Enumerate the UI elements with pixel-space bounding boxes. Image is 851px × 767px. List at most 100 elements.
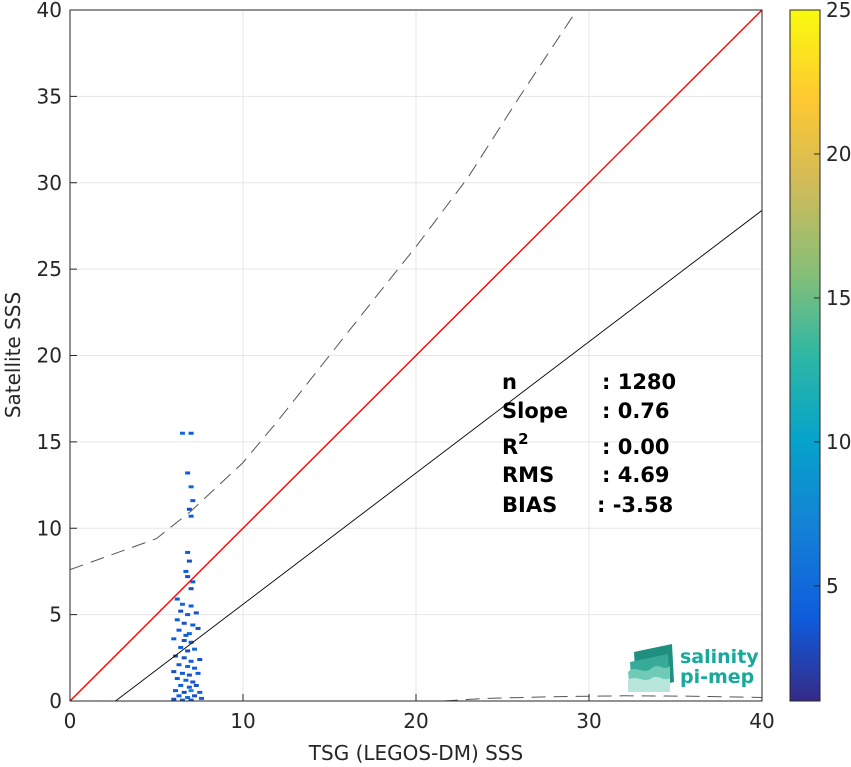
data-point	[176, 694, 182, 698]
colorbar: 5 10 15 20 25	[789, 0, 851, 702]
y-axis-label: Satellite SSS	[1, 292, 25, 418]
data-point	[171, 670, 177, 674]
data-point	[185, 550, 191, 554]
data-point	[186, 685, 192, 689]
stat-r2-value: : 0.00	[602, 435, 670, 459]
colorbar-ticks: 5 10 15 20 25	[814, 0, 851, 598]
data-point	[193, 683, 199, 687]
data-point	[195, 671, 201, 675]
colorbar-tick-label: 20	[826, 142, 851, 166]
stat-r2-base: R	[502, 435, 518, 459]
identity-line	[70, 10, 762, 701]
y-tick-label: 10	[37, 516, 62, 540]
data-point	[185, 613, 191, 617]
data-point	[181, 621, 187, 625]
stat-slope-label: Slope	[502, 399, 568, 423]
data-point	[186, 559, 192, 563]
colorbar-tick-label: 15	[826, 286, 851, 310]
data-point	[185, 664, 191, 668]
data-point	[197, 690, 203, 694]
stat-r2-label: R2	[502, 430, 529, 459]
data-point	[185, 696, 191, 700]
data-point	[198, 696, 204, 700]
y-tick-label: 15	[37, 430, 62, 454]
stat-bias-value: : -3.58	[597, 493, 673, 517]
data-point	[183, 633, 189, 637]
data-point	[197, 658, 203, 662]
data-point	[190, 499, 196, 503]
y-tick-label: 30	[37, 171, 62, 195]
x-tick-label: 10	[230, 709, 255, 733]
stat-slope-value: : 0.76	[602, 399, 670, 423]
y-tick-label: 25	[37, 257, 62, 281]
data-point	[188, 514, 194, 518]
stat-bias-label: BIAS	[502, 493, 557, 517]
y-tick-label: 0	[49, 689, 62, 713]
data-point	[193, 611, 199, 615]
data-point	[190, 680, 196, 684]
colorbar-tick-label: 25	[826, 0, 851, 22]
data-point	[190, 580, 196, 584]
data-point	[174, 677, 180, 681]
data-point	[190, 623, 196, 627]
salinity-pimep-logo: salinity pi-mep	[628, 644, 759, 692]
data-point	[178, 645, 184, 649]
data-point	[176, 663, 182, 667]
data-point	[171, 697, 177, 701]
data-point	[185, 649, 191, 653]
x-tick-label: 20	[403, 709, 428, 733]
colorbar-tick-label: 5	[826, 574, 839, 598]
data-point	[173, 689, 179, 693]
data-point	[178, 609, 184, 613]
data-point	[179, 431, 185, 435]
data-point	[183, 569, 189, 573]
stat-rms-label: RMS	[502, 463, 554, 487]
y-tick-label: 35	[37, 84, 62, 108]
x-axis-ticks: 0 10 20 30 40	[64, 694, 775, 733]
fit-line	[115, 210, 762, 701]
data-point	[178, 683, 184, 687]
data-point	[181, 656, 187, 660]
data-point	[188, 689, 194, 693]
data-point	[185, 575, 191, 579]
data-point	[179, 698, 185, 701]
x-tick-label: 40	[749, 709, 774, 733]
data-point	[188, 698, 194, 701]
stat-n-label: n	[502, 370, 517, 394]
stat-n-value: : 1280	[602, 370, 676, 394]
x-tick-label: 30	[576, 709, 601, 733]
x-axis-label: TSG (LEGOS-DM) SSS	[308, 741, 523, 765]
data-point	[195, 626, 201, 630]
data-point	[179, 602, 185, 606]
data-point	[171, 637, 177, 641]
data-point	[186, 507, 192, 511]
data-point	[174, 618, 180, 622]
logo-line1: salinity	[680, 646, 759, 668]
data-point	[188, 431, 194, 435]
stat-rms-value: : 4.69	[602, 463, 670, 487]
scatter-points	[171, 431, 204, 701]
x-tick-label: 0	[64, 709, 77, 733]
colorbar-gradient	[789, 9, 821, 702]
data-point	[186, 632, 192, 636]
upper-envelope-line	[70, 10, 578, 571]
colorbar-tick-label: 10	[826, 430, 851, 454]
data-point	[179, 671, 185, 675]
data-point	[183, 678, 189, 682]
data-point	[188, 604, 194, 608]
data-point	[192, 647, 198, 651]
data-point	[173, 654, 179, 658]
data-point	[174, 597, 180, 601]
data-point	[188, 640, 194, 644]
lower-envelope-line	[443, 695, 762, 701]
y-axis-ticks: 0 5 10 15 20 25 30 35 40	[37, 0, 77, 713]
data-point	[192, 666, 198, 670]
stat-r2-sup: 2	[518, 430, 528, 448]
data-point	[192, 694, 198, 698]
data-point	[186, 673, 192, 677]
data-point	[181, 639, 187, 643]
data-point	[181, 690, 187, 694]
data-point	[188, 659, 194, 663]
y-tick-label: 40	[37, 0, 62, 22]
